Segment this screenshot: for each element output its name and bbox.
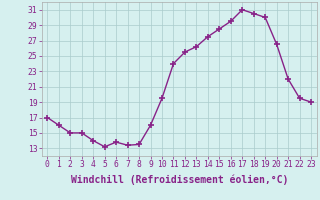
X-axis label: Windchill (Refroidissement éolien,°C): Windchill (Refroidissement éolien,°C) (70, 175, 288, 185)
